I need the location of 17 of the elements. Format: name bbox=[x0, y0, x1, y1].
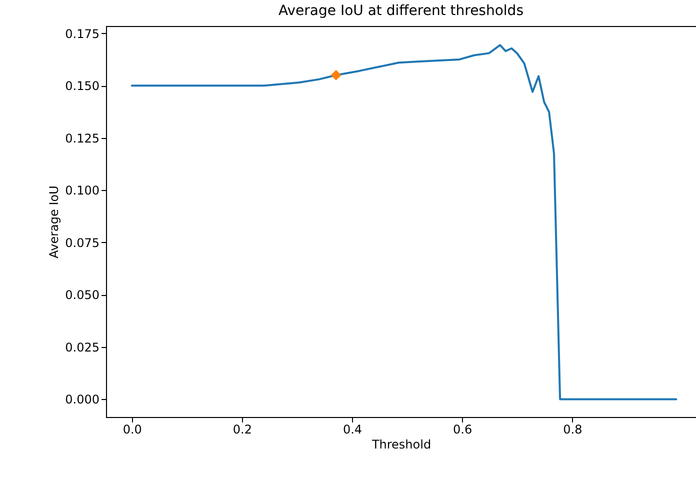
x-tick-label: 0.2 bbox=[232, 422, 252, 436]
x-tick-label: 0.6 bbox=[453, 422, 472, 436]
x-tick-label: 0.4 bbox=[342, 422, 362, 436]
y-tick-label: 0.075 bbox=[65, 236, 100, 250]
y-tick-label: 0.100 bbox=[65, 184, 100, 198]
y-tick-label: 0.150 bbox=[65, 79, 100, 94]
line-series bbox=[130, 44, 678, 400]
x-tick-label: 0.0 bbox=[122, 422, 142, 436]
chart-title: Average IoU at different thresholds bbox=[278, 3, 524, 19]
x-tick-label: 0.8 bbox=[563, 422, 582, 436]
y-tick-label: 0.025 bbox=[65, 340, 100, 354]
y-tick-label: 0.125 bbox=[65, 131, 100, 146]
y-tick-label: 0.050 bbox=[65, 288, 100, 302]
y-tick-label: 0.175 bbox=[65, 26, 100, 41]
y-tick-label: 0.000 bbox=[65, 392, 100, 407]
x-axis-title: Threshold bbox=[370, 438, 432, 452]
y-axis-title: Average IoU bbox=[47, 186, 62, 258]
